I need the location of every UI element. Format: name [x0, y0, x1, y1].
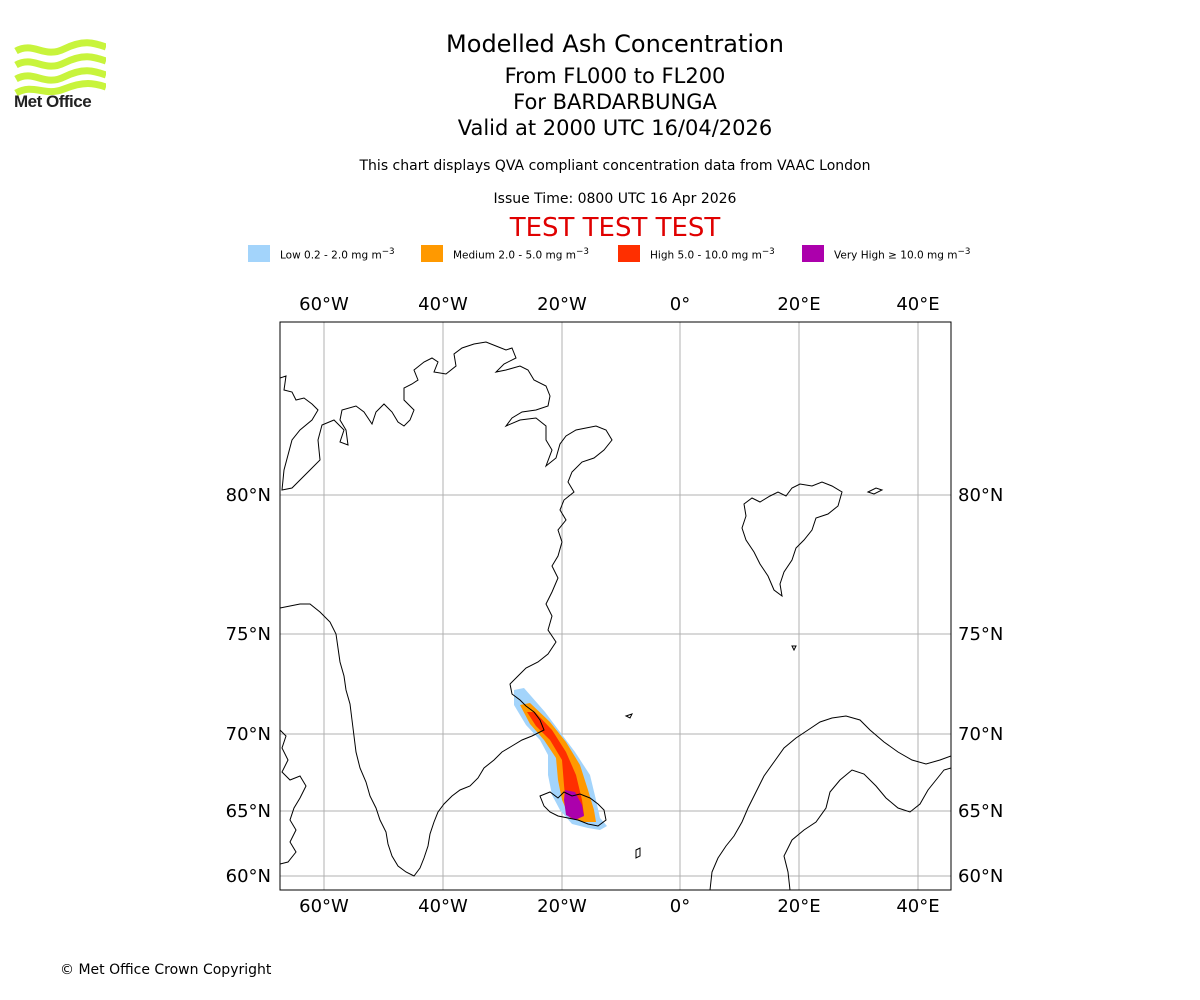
lon-label-top-40w: 40°W	[418, 294, 468, 315]
lat-label-right-80n: 80°N	[958, 485, 1003, 506]
lat-label-left-60n: 60°N	[226, 866, 271, 887]
baltic-coast	[783, 767, 951, 890]
lat-label-right-65n: 65°N	[958, 801, 1003, 822]
iceland-coast	[539, 791, 607, 827]
lat-label-left-65n: 65°N	[226, 801, 271, 822]
chart-title: Modelled Ash Concentration	[446, 30, 784, 58]
kvitoya-coast	[866, 487, 884, 495]
lon-label-top-20e: 20°E	[777, 294, 820, 315]
latitude-labels-left: 80°N 75°N 70°N 65°N 60°N	[226, 485, 271, 887]
copyright-notice: © Met Office Crown Copyright	[60, 962, 272, 978]
test-banner: TEST TEST TEST	[509, 213, 721, 243]
greenland-north-coast	[280, 341, 613, 877]
lat-label-right-70n: 70°N	[958, 724, 1003, 745]
lon-label-bottom-0: 0°	[670, 896, 690, 917]
lon-label-bottom-20e: 20°E	[777, 896, 820, 917]
map-frame	[279, 321, 952, 891]
lat-label-left-75n: 75°N	[226, 624, 271, 645]
legend-label-medium: Medium 2.0 - 5.0 mg m	[453, 249, 576, 262]
lon-label-bottom-20w: 20°W	[537, 896, 587, 917]
legend-swatch-very-high	[802, 245, 824, 262]
met-office-wordmark: Met Office	[14, 92, 92, 111]
longitude-labels-top: 60°W 40°W 20°W 0° 20°E 40°E	[299, 294, 939, 315]
lon-label-bottom-60w: 60°W	[299, 896, 349, 917]
lon-label-top-60w: 60°W	[299, 294, 349, 315]
valid-time-subtitle: Valid at 2000 UTC 16/04/2026	[457, 116, 773, 140]
latitude-labels-right: 80°N 75°N 70°N 65°N 60°N	[958, 485, 1003, 887]
lat-label-right-60n: 60°N	[958, 866, 1003, 887]
legend-label-low: Low 0.2 - 2.0 mg m	[280, 249, 382, 262]
lon-label-bottom-40w: 40°W	[418, 896, 468, 917]
legend-swatch-medium	[421, 245, 443, 262]
svalbard-coast	[741, 481, 843, 598]
longitude-labels-bottom: 60°W 40°W 20°W 0° 20°E 40°E	[299, 896, 939, 917]
flight-level-subtitle: From FL000 to FL200	[504, 64, 726, 88]
lat-label-right-75n: 75°N	[958, 624, 1003, 645]
met-office-logo	[14, 39, 106, 97]
legend-swatch-high	[618, 245, 640, 262]
lon-label-top-20w: 20°W	[537, 294, 587, 315]
legend-swatch-low	[248, 245, 270, 262]
lon-label-bottom-40e: 40°E	[896, 896, 939, 917]
jan-mayen-coast	[624, 713, 633, 719]
legend-label-very-high: Very High ≥ 10.0 mg m	[834, 249, 958, 262]
lon-label-top-0: 0°	[670, 294, 690, 315]
lat-label-left-70n: 70°N	[226, 724, 271, 745]
volcano-subtitle: For BARDARBUNGA	[513, 90, 717, 114]
ash-plume	[514, 688, 607, 830]
chart-description: This chart displays QVA compliant concen…	[359, 158, 871, 174]
gridlines	[280, 322, 951, 890]
greenland-west-islands	[280, 729, 307, 865]
ash-very-high-region	[564, 790, 584, 820]
legend-label-high: High 5.0 - 10.0 mg m	[650, 249, 762, 262]
lat-label-left-80n: 80°N	[226, 485, 271, 506]
faroe-islands-coast	[635, 847, 641, 859]
lon-label-top-40e: 40°E	[896, 294, 939, 315]
coastlines	[280, 341, 951, 890]
bear-island-coast	[791, 645, 797, 652]
scandinavia-coast	[709, 715, 951, 890]
issue-time: Issue Time: 0800 UTC 16 Apr 2026	[493, 191, 737, 207]
